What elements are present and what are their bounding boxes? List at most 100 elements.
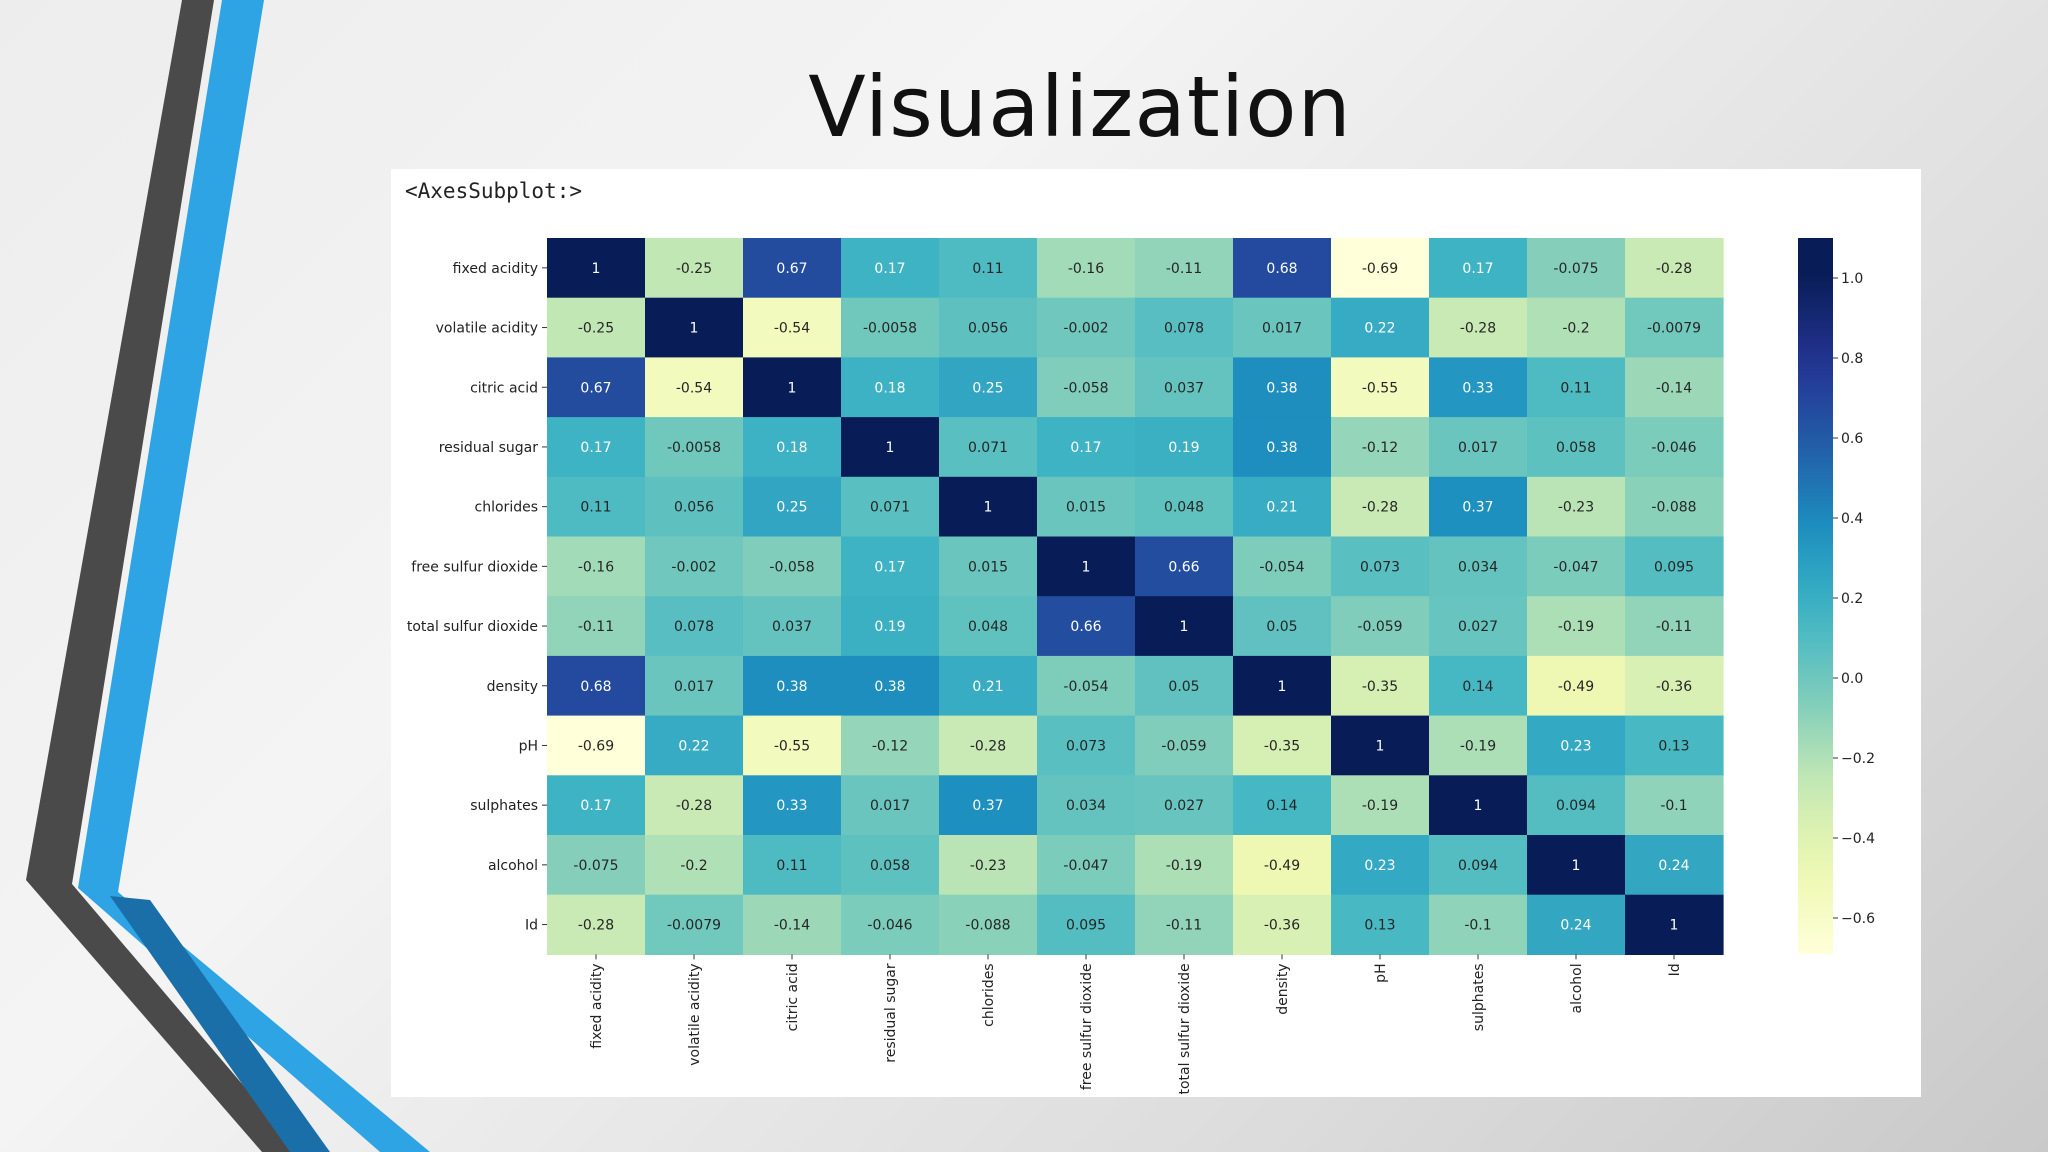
cell-value-label: 0.094 <box>1458 858 1498 874</box>
heatmap-cell <box>1625 894 1724 955</box>
colorbar-tick-label: −0.4 <box>1841 831 1875 847</box>
y-tick-label: citric acid <box>470 380 538 396</box>
heatmap-cell <box>743 536 842 597</box>
heatmap-cell <box>1037 536 1136 597</box>
heatmap-cell <box>645 835 744 896</box>
heatmap-cell <box>547 596 646 657</box>
cell-value-label: 0.017 <box>870 798 910 814</box>
cell-value-label: 0.25 <box>972 380 1003 396</box>
cell-value-label: -0.046 <box>867 918 912 934</box>
heatmap-cell <box>547 775 646 836</box>
cell-value-label: 0.24 <box>1560 918 1591 934</box>
heatmap-cell <box>645 536 744 597</box>
y-tick-label: sulphates <box>470 798 538 814</box>
heatmap-cell <box>841 357 940 418</box>
colorbar-tick-label: −0.6 <box>1841 911 1875 927</box>
cell-value-label: -0.0079 <box>667 918 721 934</box>
heatmap-cell <box>1233 894 1332 955</box>
heatmap-cell <box>841 297 940 358</box>
heatmap-cell <box>1527 596 1626 657</box>
x-tick-label: pH <box>1373 963 1389 982</box>
heatmap-cell <box>743 835 842 896</box>
heatmap-cell <box>939 715 1038 776</box>
colorbar-tick-label: 0.6 <box>1841 431 1863 447</box>
heatmap-cell <box>1527 775 1626 836</box>
cell-value-label: -0.69 <box>1362 261 1398 277</box>
x-tick-label: free sulfur dioxide <box>1079 963 1095 1090</box>
cell-value-label: 0.33 <box>1462 380 1493 396</box>
y-tick-label: volatile acidity <box>436 321 538 337</box>
heatmap-cell <box>1135 297 1234 358</box>
cell-value-label: 0.37 <box>972 798 1003 814</box>
x-tick-label: chlorides <box>981 963 997 1026</box>
cell-value-label: 0.056 <box>674 500 714 516</box>
heatmap-cell <box>939 894 1038 955</box>
cell-value-label: -0.16 <box>1068 261 1104 277</box>
heatmap-cell <box>1037 357 1136 418</box>
slide-title: Visualization <box>808 58 1352 156</box>
heatmap-cell <box>547 357 646 418</box>
cell-value-label: 0.38 <box>776 679 807 695</box>
heatmap-cell <box>1135 775 1234 836</box>
heatmap-cell <box>1135 238 1234 299</box>
heatmap-cell <box>939 775 1038 836</box>
cell-value-label: 0.095 <box>1654 559 1694 575</box>
cell-value-label: 0.037 <box>1164 380 1204 396</box>
heatmap-cell <box>547 476 646 538</box>
cell-value-label: -0.49 <box>1264 858 1300 874</box>
cell-value-label: 0.19 <box>874 619 905 635</box>
heatmap-cell <box>1135 596 1234 657</box>
heatmap-cell <box>1527 297 1626 358</box>
heatmap-cell <box>1527 536 1626 597</box>
heatmap-cell <box>743 417 842 478</box>
cell-value-label: 0.17 <box>1070 440 1101 456</box>
decor-blue-stripe <box>78 0 430 1152</box>
heatmap-cell <box>1625 357 1724 418</box>
heatmap-cell <box>1331 715 1430 776</box>
cell-value-label: 0.23 <box>1560 738 1591 754</box>
colorbar-tick-label: 0.8 <box>1841 351 1863 367</box>
x-tick-label: Id <box>1667 963 1683 976</box>
heatmap-cell <box>1331 238 1430 299</box>
heatmap-cell <box>743 297 842 358</box>
heatmap-cell <box>841 835 940 896</box>
heatmap-cell <box>1429 536 1528 597</box>
heatmap-cell <box>1037 894 1136 955</box>
cell-value-label: 0.034 <box>1458 559 1498 575</box>
correlation-heatmap: 1 -0.25 0.67 0.17 0.11 -0.16 -0.11 0.68 -0.69 0.1… <box>407 238 1875 1095</box>
y-tick-label: total sulfur dioxide <box>407 619 538 635</box>
heatmap-cell <box>645 894 744 955</box>
cell-value-label: 0.67 <box>776 261 807 277</box>
cell-value-label: 0.027 <box>1164 798 1204 814</box>
colorbar-tick-label: 0.0 <box>1841 671 1863 687</box>
heatmap-cell <box>1429 238 1528 299</box>
colorbar-tick-label: 1.0 <box>1841 271 1863 287</box>
y-tick-label: chlorides <box>475 500 538 516</box>
cell-value-label: -0.047 <box>1553 559 1598 575</box>
cell-value-label: -0.054 <box>1063 679 1108 695</box>
cell-value-label: 0.19 <box>1168 440 1199 456</box>
heatmap-cell <box>547 655 646 717</box>
heatmap-cell <box>1037 417 1136 478</box>
heatmap-cell <box>645 357 744 418</box>
heatmap-cell <box>841 775 940 836</box>
decor-darkblue-stripe <box>110 896 330 1152</box>
heatmap-cell <box>1135 655 1234 717</box>
heatmap-cell <box>841 894 940 955</box>
cell-value-label: -0.046 <box>1651 440 1696 456</box>
heatmap-cell <box>1625 596 1724 657</box>
heatmap-cell <box>645 297 744 358</box>
cell-value-label: 0.38 <box>1266 440 1297 456</box>
heatmap-cell <box>1527 476 1626 538</box>
cell-value-label: 0.21 <box>972 679 1003 695</box>
colorbar-tick-label: 0.4 <box>1841 511 1863 527</box>
cell-value-label: 0.66 <box>1070 619 1101 635</box>
cell-value-label: -0.28 <box>970 738 1006 754</box>
cell-value-label: 0.17 <box>580 440 611 456</box>
cell-value-label: 0.048 <box>1164 500 1204 516</box>
cell-value-label: -0.19 <box>1460 738 1496 754</box>
cell-value-label: -0.058 <box>769 559 814 575</box>
cell-value-label: 0.17 <box>1462 261 1493 277</box>
cell-value-label: 0.24 <box>1658 858 1689 874</box>
cell-value-label: 1 <box>1474 798 1483 814</box>
